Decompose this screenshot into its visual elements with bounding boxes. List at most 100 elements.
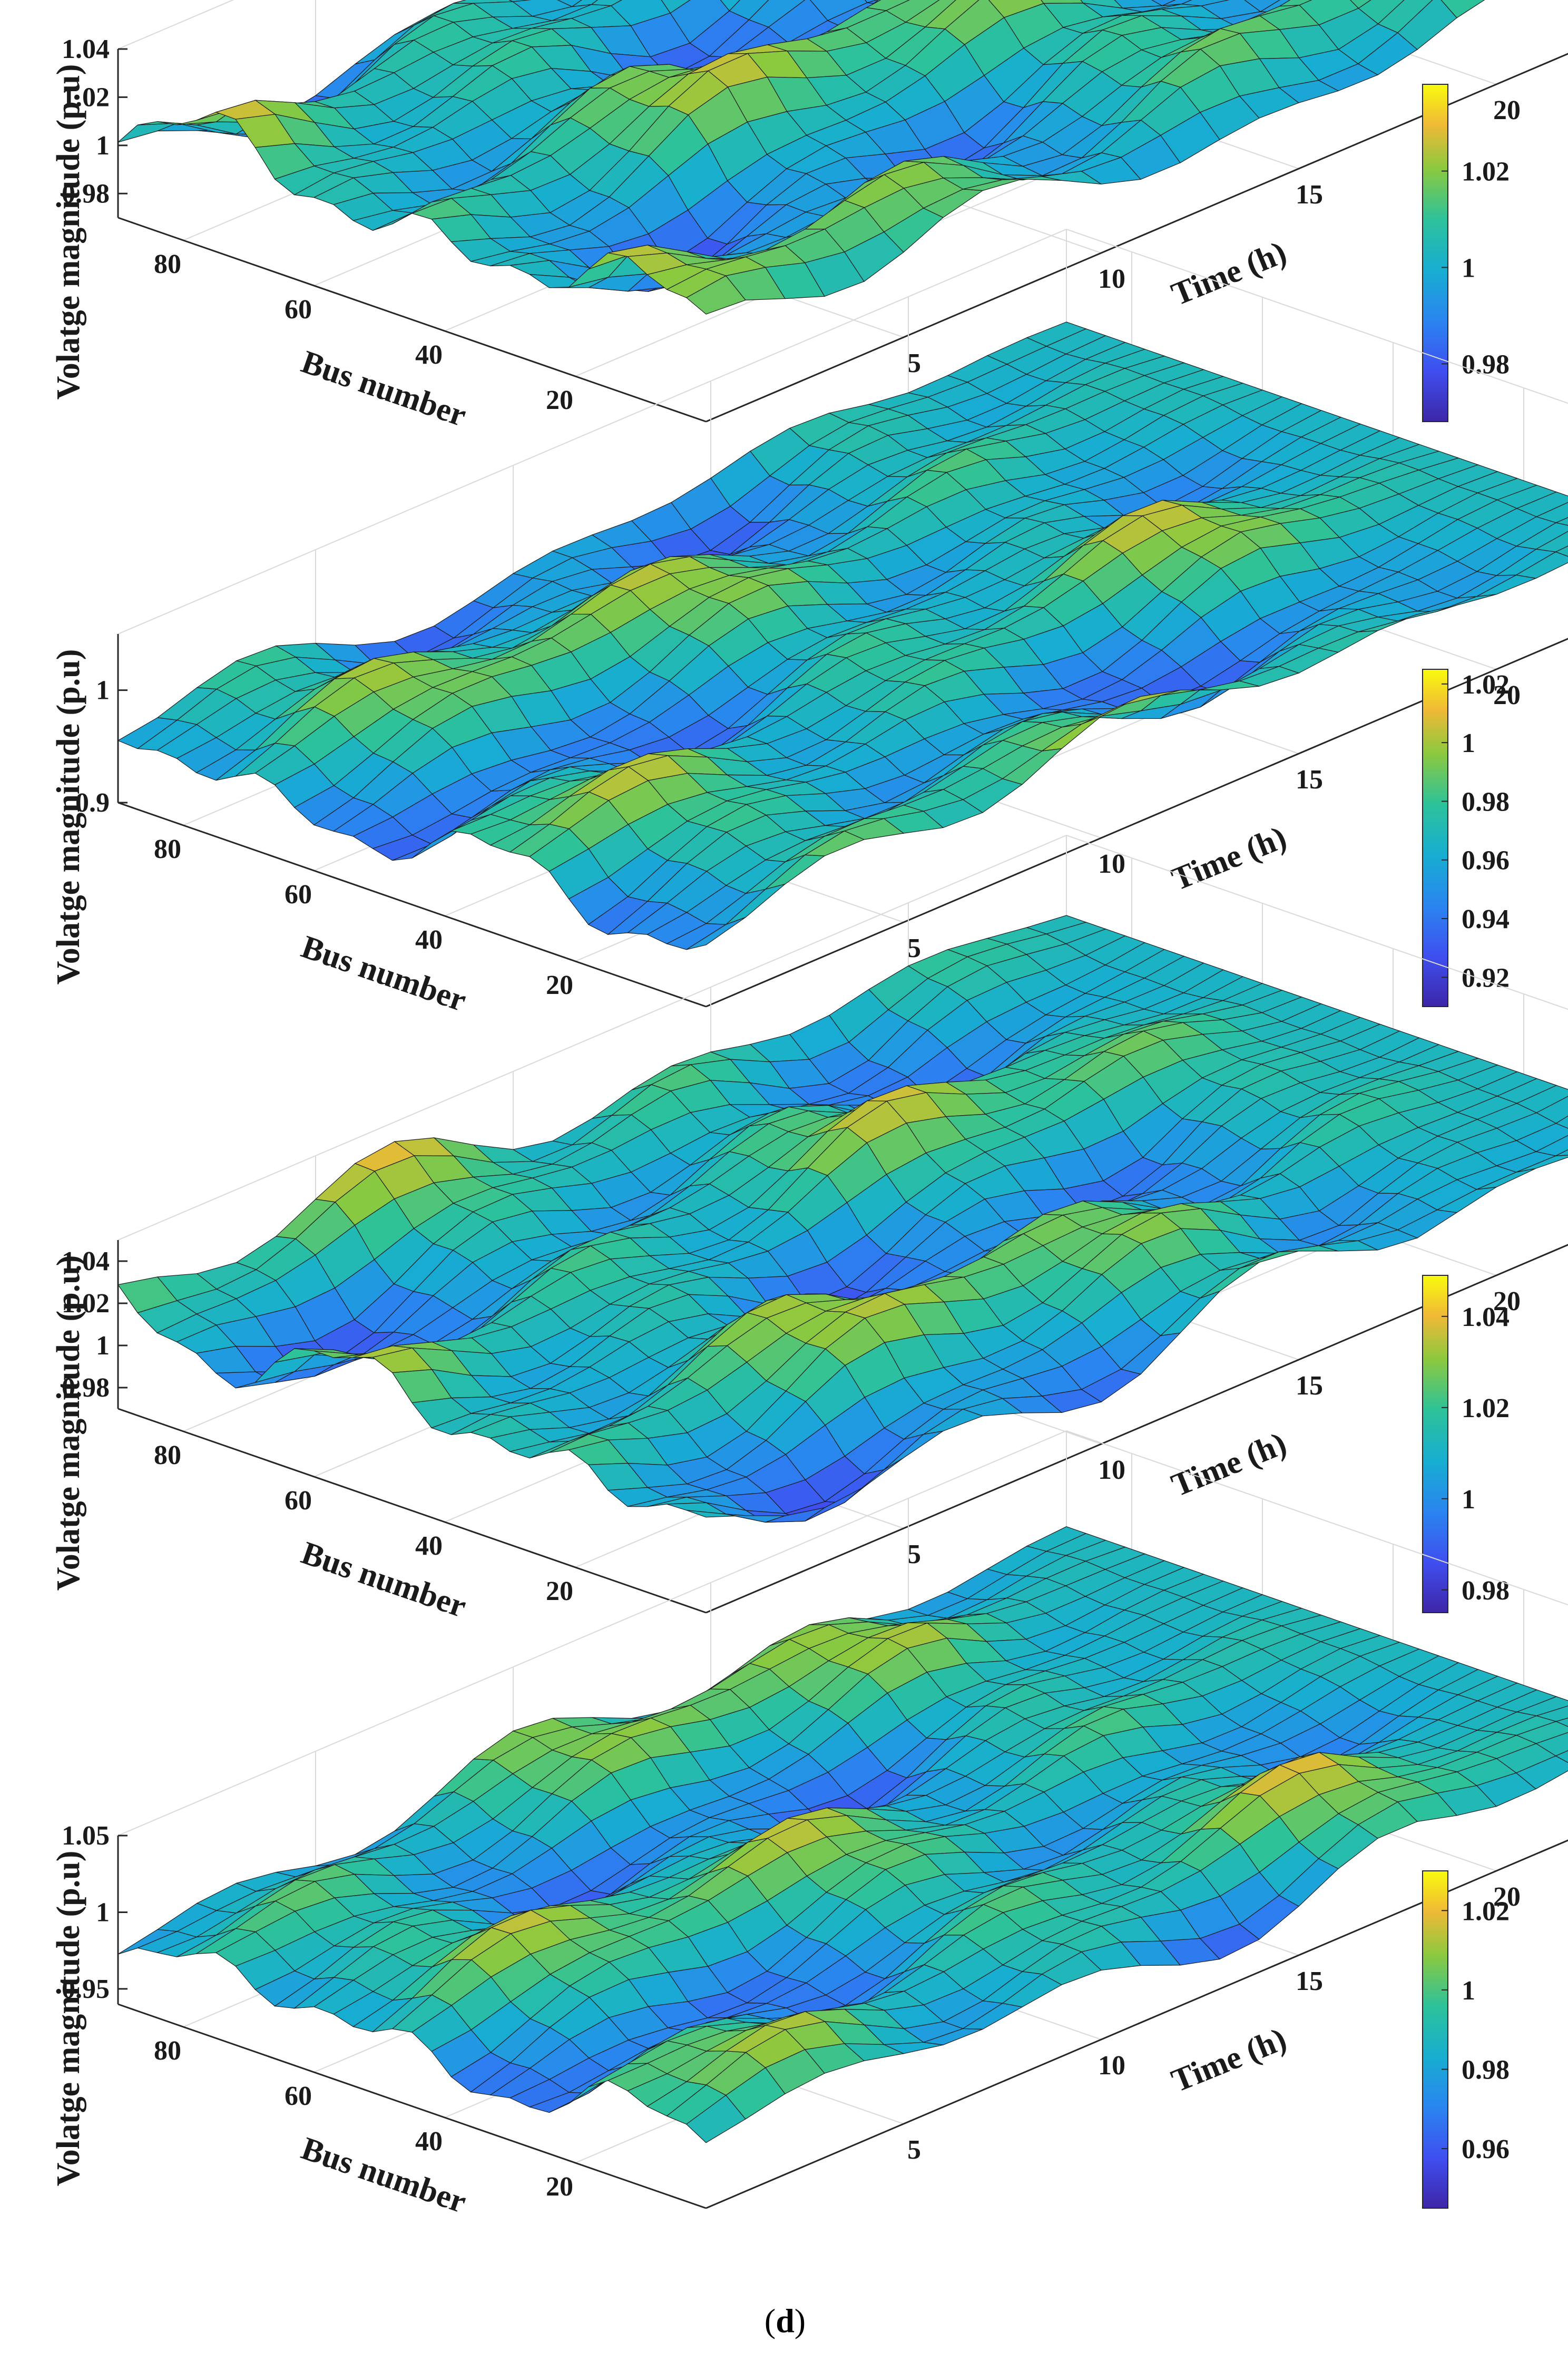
x-tick-label: 20 (546, 2172, 573, 2202)
surface-facet (1555, 1718, 1568, 1727)
surface-facet (1535, 1732, 1568, 1757)
surface-facet (1440, 0, 1485, 18)
colorbar-tick-label: 0.96 (1462, 846, 1510, 876)
y-tick-label: 10 (1098, 1455, 1125, 1485)
surface-facet (1535, 502, 1568, 523)
z-tick-label: 0.9 (75, 788, 110, 818)
y-tick-label: 5 (907, 2135, 921, 2165)
colorbar-tick-label: 1 (1462, 1485, 1475, 1515)
y-tick-label: 10 (1098, 264, 1125, 294)
colorbar (1422, 1275, 1448, 1613)
surface-facet (1535, 1096, 1568, 1124)
surface-facet (591, 0, 623, 6)
z-tick-label: 1.04 (62, 34, 110, 64)
axis-lines (117, 1240, 1568, 1614)
axis-lines (117, 49, 1568, 423)
colorbar-tick-label: 0.92 (1462, 963, 1510, 993)
z-axis-label: Volatge magnitude (p.u) (51, 64, 86, 400)
y-tick-label: 20 (1493, 680, 1521, 710)
surface-facet (1555, 1750, 1568, 1763)
y-tick-label: 20 (1493, 95, 1521, 125)
colorbar-tick-label: 1.02 (1462, 157, 1510, 187)
surface-facet (1555, 545, 1568, 557)
surface-facet (1244, 0, 1280, 12)
x-tick-label: 60 (285, 880, 312, 910)
z-tick-label: 1.02 (62, 82, 110, 112)
x-axis-label: Bus number (297, 2130, 471, 2220)
x-tick-label: 80 (154, 834, 181, 864)
y-tick-label: 5 (907, 1539, 921, 1569)
surface-facet (1555, 1149, 1568, 1156)
surface-facet (117, 123, 178, 143)
x-axis-label: Bus number (297, 1535, 471, 1624)
surface-facet (865, 0, 910, 11)
colorbar-tick-label: 0.98 (1462, 787, 1510, 817)
colorbar-tick-label: 1.04 (1462, 1302, 1510, 1332)
surface-facet (1358, 0, 1405, 25)
surface-facet (1555, 517, 1568, 526)
y-tick-label: 10 (1098, 849, 1125, 879)
axis-lines (117, 1836, 1568, 2209)
axis-lines (117, 634, 1568, 1008)
y-tick-label: 20 (1493, 1882, 1521, 1912)
z-tick-label: 0.98 (62, 1373, 110, 1403)
colorbar-tick-label: 1.02 (1462, 670, 1510, 700)
y-tick-label: 15 (1296, 1371, 1323, 1401)
colorbar-tick-label: 0.94 (1462, 904, 1510, 934)
x-tick-label: 60 (285, 295, 312, 325)
surface-facet (1535, 531, 1568, 552)
surface-facet (1350, 0, 1371, 9)
z-axis-label: Volatge magnitude (p.u) (51, 649, 86, 985)
x-tick-label: 20 (546, 970, 573, 1000)
surface-facet (729, 0, 769, 21)
z-tick-label: 0.95 (62, 1974, 110, 2004)
x-tick-label: 40 (415, 340, 443, 370)
x-tick-label: 80 (154, 249, 181, 279)
colorbar (1422, 669, 1448, 1007)
y-tick-label: 5 (907, 348, 921, 378)
colorbar-tick-label: 1 (1462, 253, 1475, 283)
surface-facet (1535, 1705, 1568, 1722)
z-tick-label: 0.98 (62, 179, 110, 209)
z-tick-label: 1 (96, 1897, 110, 1927)
colorbar-tick-label: 1.02 (1462, 1393, 1510, 1423)
z-tick-label: 1 (96, 131, 110, 161)
colorbar (1422, 84, 1448, 422)
x-tick-label: 40 (415, 1531, 443, 1561)
surface-facet (557, 0, 583, 7)
x-tick-label: 80 (154, 1440, 181, 1470)
y-axis-label: Time (h) (1167, 1426, 1291, 1504)
x-tick-label: 40 (415, 2126, 443, 2157)
panel-caption: (d) (765, 2302, 806, 2339)
surface-facet (1162, 0, 1192, 6)
z-axis-label: Volatge magnitude (p.u) (51, 1851, 86, 2187)
z-tick-label: 1 (96, 1331, 110, 1361)
colorbar-tick-label: 0.98 (1462, 2055, 1510, 2085)
y-tick-label: 15 (1296, 765, 1323, 795)
surface-facet (1151, 0, 1176, 6)
surface-facet (1555, 1115, 1568, 1129)
x-tick-label: 80 (154, 2036, 181, 2066)
voltage-surface (117, 915, 1568, 1523)
z-axis-label: Volatge magnitude (p.u) (51, 1255, 86, 1591)
x-axis-label: Bus number (297, 344, 471, 433)
colorbar-tick-label: 0.96 (1462, 2134, 1510, 2164)
x-tick-label: 60 (285, 1486, 312, 1516)
y-tick-label: 20 (1493, 1286, 1521, 1316)
x-tick-label: 20 (546, 1576, 573, 1606)
colorbar-tick-label: 1 (1462, 1976, 1475, 2006)
y-axis-label: Time (h) (1167, 2021, 1291, 2099)
y-tick-label: 15 (1296, 180, 1323, 210)
y-axis-label: Time (h) (1167, 819, 1291, 897)
surface-facet (572, 0, 599, 7)
colorbar-tick-label: 0.98 (1462, 1576, 1510, 1606)
y-tick-label: 5 (907, 933, 921, 963)
surface-facet (1535, 1135, 1568, 1156)
x-axis-label: Bus number (297, 929, 471, 1018)
voltage-surface (117, 1526, 1568, 2143)
surface-facet (1279, 0, 1312, 7)
z-tick-label: 1.05 (62, 1821, 110, 1851)
